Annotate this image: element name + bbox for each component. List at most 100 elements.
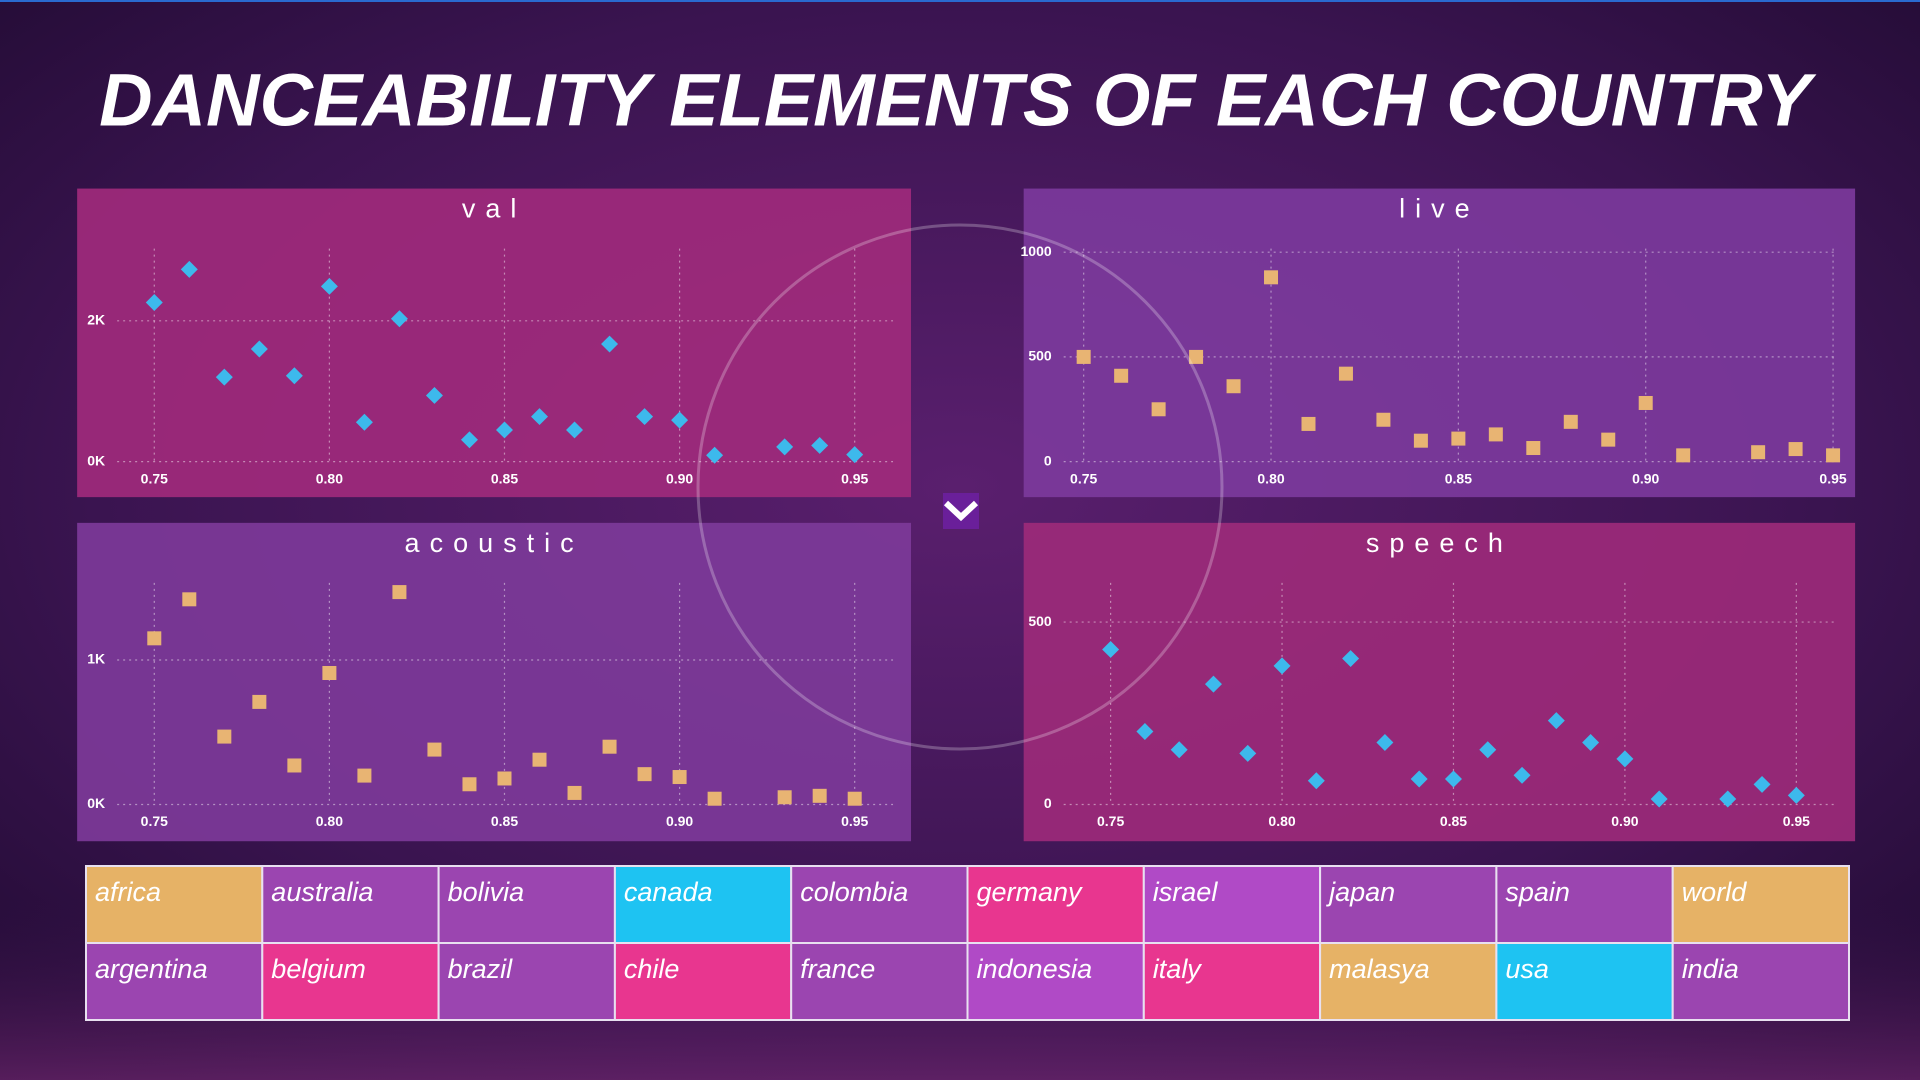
country-button-label[interactable]: italy: [1153, 954, 1203, 984]
country-button-bg[interactable]: [613, 865, 793, 944]
country-button[interactable]: africa: [85, 865, 264, 944]
y-tick-label: 500: [1028, 613, 1052, 629]
point: [1563, 414, 1578, 429]
country-button-label[interactable]: usa: [1505, 954, 1549, 984]
point: [496, 421, 513, 439]
country-button[interactable]: france: [790, 942, 969, 1021]
point: [1413, 433, 1428, 448]
country-button-bg[interactable]: [261, 865, 440, 944]
country-button[interactable]: usa: [1495, 942, 1674, 1021]
country-button[interactable]: japan: [1319, 865, 1498, 944]
x-tick-label: 0.85: [491, 470, 518, 486]
country-button-label[interactable]: canada: [624, 877, 713, 907]
country-buttons: africa australia bolivia canada colombia germ…: [85, 865, 1850, 1021]
point: [1676, 448, 1691, 463]
point: [707, 791, 722, 806]
country-button-label[interactable]: chile: [624, 954, 680, 984]
country-button[interactable]: indonesia: [966, 942, 1145, 1021]
country-button-bg[interactable]: [437, 865, 616, 944]
country-button-label[interactable]: germany: [977, 877, 1084, 907]
country-button-bg[interactable]: [966, 942, 1145, 1021]
y-tick-label: 2K: [87, 312, 105, 328]
country-button-label[interactable]: belgium: [271, 954, 366, 984]
chart-title: val: [462, 194, 527, 224]
decor-ring: [696, 223, 1224, 751]
chart-title: speech: [1366, 528, 1513, 558]
country-button[interactable]: belgium: [261, 942, 440, 1021]
point: [180, 260, 198, 278]
x-tick-label: 0.90: [666, 470, 693, 486]
country-button[interactable]: colombia: [790, 865, 969, 944]
country-button[interactable]: bolivia: [437, 865, 616, 944]
y-tick-label: 0: [1044, 452, 1052, 468]
country-button-bg[interactable]: [1495, 865, 1674, 944]
country-button-label[interactable]: africa: [95, 877, 161, 907]
point: [777, 790, 792, 805]
country-button-label[interactable]: france: [800, 954, 875, 984]
point: [1301, 416, 1316, 431]
point: [1114, 368, 1129, 383]
country-button-bg[interactable]: [1142, 865, 1322, 944]
country-button-bg[interactable]: [613, 942, 793, 1021]
x-tick-label: 0.95: [1783, 813, 1810, 829]
y-tick-label: 0: [1044, 795, 1052, 811]
country-button[interactable]: australia: [261, 865, 440, 944]
point: [355, 413, 373, 431]
country-button-label[interactable]: brazil: [448, 954, 514, 984]
country-button[interactable]: argentina: [85, 942, 264, 1021]
country-button-bg[interactable]: [85, 942, 264, 1021]
country-button-bg[interactable]: [1671, 942, 1850, 1021]
country-button[interactable]: malasya: [1319, 942, 1498, 1021]
country-button-label[interactable]: japan: [1325, 877, 1395, 907]
country-button-bg[interactable]: [966, 865, 1145, 944]
point: [847, 791, 862, 806]
country-button-bg[interactable]: [790, 865, 969, 944]
country-button-label[interactable]: indonesia: [977, 954, 1093, 984]
country-button[interactable]: israel: [1142, 865, 1322, 944]
country-button-bg[interactable]: [790, 942, 969, 1021]
country-button-label[interactable]: world: [1682, 877, 1748, 907]
country-button-label[interactable]: india: [1682, 954, 1739, 984]
country-button-label[interactable]: argentina: [95, 954, 208, 984]
point: [320, 277, 338, 295]
x-tick-label: 0.75: [1070, 470, 1097, 486]
point: [390, 310, 408, 328]
chevron-icon[interactable]: [943, 500, 979, 522]
x-tick-label: 0.80: [1257, 470, 1284, 486]
panel-bg: [77, 522, 912, 842]
country-button[interactable]: india: [1671, 942, 1850, 1021]
point: [427, 742, 442, 757]
point: [392, 585, 407, 600]
point: [567, 785, 582, 800]
country-button[interactable]: brazil: [437, 942, 616, 1021]
country-button[interactable]: italy: [1142, 942, 1322, 1021]
country-button-label[interactable]: australia: [271, 877, 373, 907]
x-tick-label: 0.75: [141, 813, 168, 829]
country-button[interactable]: spain: [1495, 865, 1674, 944]
country-button-bg[interactable]: [261, 942, 440, 1021]
country-button-bg[interactable]: [437, 942, 616, 1021]
y-tick-label: 500: [1028, 348, 1052, 364]
point: [1204, 675, 1222, 693]
country-button[interactable]: world: [1671, 865, 1850, 944]
country-button-label[interactable]: israel: [1153, 877, 1219, 907]
point: [1479, 741, 1497, 759]
country-button[interactable]: chile: [613, 942, 793, 1021]
country-button-label[interactable]: spain: [1505, 877, 1570, 907]
country-button-label[interactable]: bolivia: [448, 877, 525, 907]
point: [1264, 270, 1279, 285]
country-button[interactable]: canada: [613, 865, 793, 944]
collapse-button[interactable]: [943, 493, 979, 529]
country-button[interactable]: germany: [966, 865, 1145, 944]
country-button-bg[interactable]: [1671, 865, 1850, 944]
country-button-label[interactable]: colombia: [800, 877, 908, 907]
x-tick-label: 0.80: [1268, 813, 1295, 829]
country-button-label[interactable]: malasya: [1329, 954, 1430, 984]
point: [1273, 657, 1291, 675]
collapse-button-bg[interactable]: [943, 493, 979, 529]
country-button-bg[interactable]: [85, 865, 264, 944]
point: [497, 771, 512, 786]
country-button-bg[interactable]: [1319, 942, 1498, 1021]
point: [1410, 770, 1428, 788]
country-button-bg[interactable]: [1319, 865, 1498, 944]
